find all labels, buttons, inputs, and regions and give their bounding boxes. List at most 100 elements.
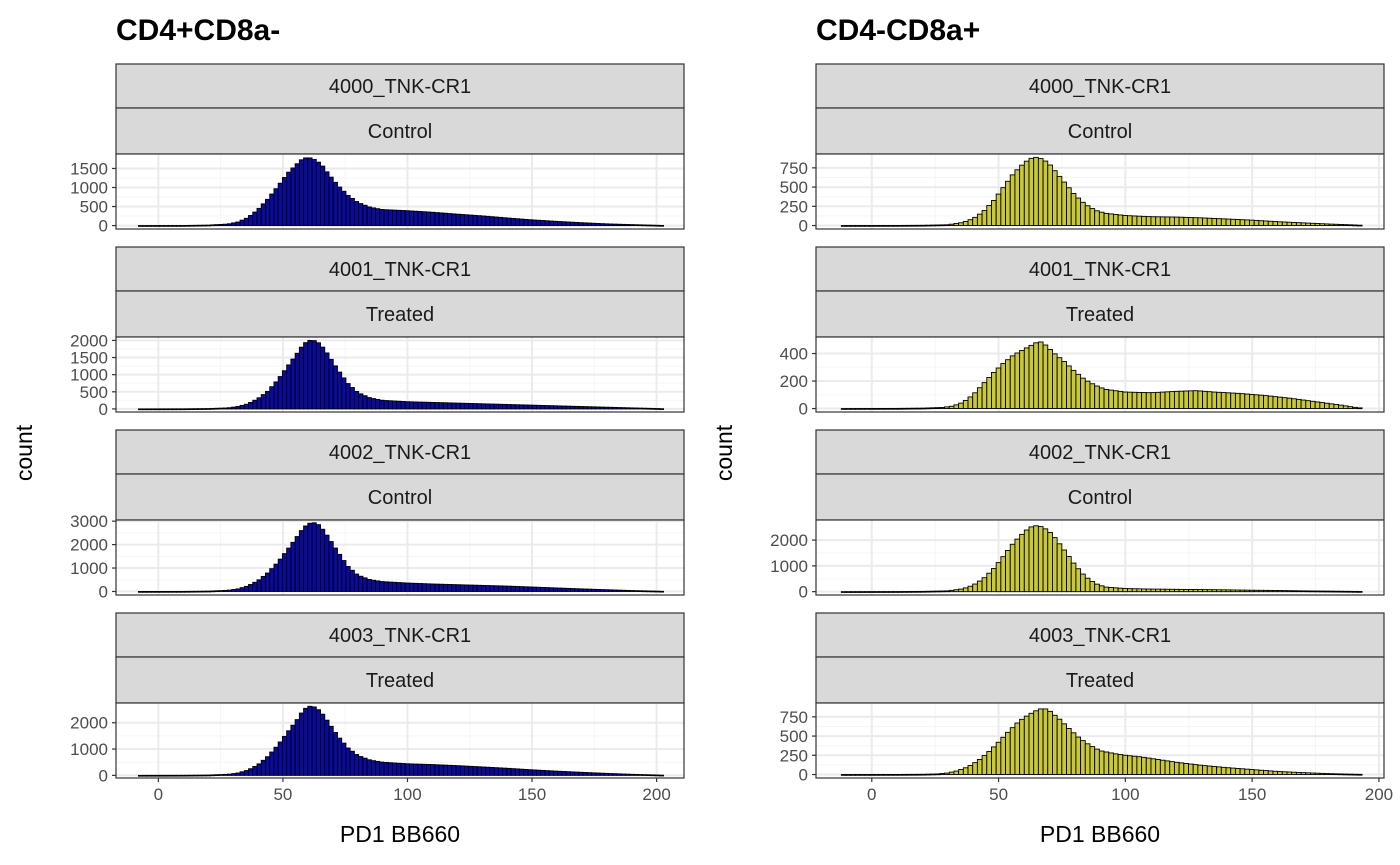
histogram-bar bbox=[370, 579, 377, 592]
histogram-bar bbox=[925, 590, 931, 593]
histogram-bar bbox=[519, 404, 525, 410]
histogram-bar bbox=[273, 563, 279, 592]
histogram-bar bbox=[1328, 403, 1335, 410]
strip-condition bbox=[115, 473, 685, 521]
histogram-bar bbox=[939, 773, 946, 775]
histogram-bar bbox=[608, 773, 614, 776]
histogram-bar bbox=[646, 774, 652, 777]
histogram-bar bbox=[421, 583, 427, 592]
histogram-bar bbox=[565, 405, 571, 410]
histogram-bar bbox=[150, 225, 156, 227]
histogram-bar bbox=[911, 773, 917, 776]
histogram-bar bbox=[1230, 392, 1236, 410]
histogram-bar bbox=[442, 402, 449, 410]
histogram-bar bbox=[489, 585, 495, 592]
histogram-bar bbox=[137, 225, 144, 227]
histogram-bar bbox=[455, 213, 461, 227]
histogram-bar bbox=[197, 224, 203, 227]
histogram-bar bbox=[629, 407, 635, 410]
histogram-bar bbox=[1023, 347, 1030, 410]
histogram-bar bbox=[1211, 391, 1218, 410]
histogram-bar bbox=[1084, 380, 1091, 410]
histogram-bar bbox=[193, 408, 199, 410]
histogram-bar bbox=[1272, 590, 1279, 593]
histogram-bar bbox=[260, 759, 266, 776]
histogram-bar bbox=[1112, 390, 1119, 410]
histogram-bar bbox=[1342, 773, 1349, 776]
histogram-bar bbox=[599, 406, 605, 410]
histogram-bar bbox=[514, 768, 521, 776]
histogram-bar bbox=[1117, 390, 1124, 410]
histogram-bar bbox=[553, 587, 559, 592]
histogram-bar bbox=[1098, 585, 1105, 593]
histogram-bar bbox=[231, 773, 237, 776]
histogram-bar bbox=[184, 774, 190, 777]
x-tick-label: 0 bbox=[867, 785, 876, 804]
histogram-bar bbox=[392, 400, 398, 410]
histogram-bar bbox=[497, 585, 504, 592]
histogram-bar bbox=[574, 771, 580, 776]
panel bbox=[815, 336, 1385, 413]
histogram-bar bbox=[1202, 765, 1208, 775]
strip-sample-label: 4002_TNK-CR1 bbox=[329, 442, 471, 464]
histogram-bar bbox=[1042, 344, 1049, 410]
histogram-bar bbox=[1037, 158, 1044, 226]
histogram-bar bbox=[176, 225, 182, 227]
histogram-bar bbox=[897, 773, 903, 776]
histogram-bar bbox=[442, 764, 449, 776]
histogram-bar bbox=[1075, 736, 1082, 775]
histogram-bar bbox=[854, 774, 861, 776]
histogram-bar bbox=[506, 585, 512, 592]
histogram-bar bbox=[1225, 767, 1232, 775]
histogram-bar bbox=[536, 404, 542, 410]
histogram-bar bbox=[1103, 751, 1110, 775]
histogram-bar bbox=[379, 581, 385, 592]
panel-border bbox=[815, 336, 1385, 413]
histogram-bar bbox=[1300, 772, 1307, 775]
histogram-bar bbox=[481, 766, 487, 776]
histogram-bar bbox=[438, 764, 444, 776]
histogram-bar bbox=[1234, 589, 1241, 593]
x-tick-label: 0 bbox=[154, 785, 163, 804]
histogram-bar bbox=[1244, 219, 1250, 226]
histogram-bar bbox=[506, 767, 512, 776]
y-tick-label: 400 bbox=[780, 345, 808, 364]
histogram-bar bbox=[1122, 754, 1128, 775]
histogram-bar bbox=[1047, 532, 1053, 593]
histogram-bar bbox=[608, 406, 614, 410]
histogram-bar bbox=[506, 217, 512, 227]
histogram-bar bbox=[859, 225, 866, 227]
histogram-bar bbox=[883, 591, 889, 593]
y-tick-label: 1000 bbox=[70, 740, 108, 759]
histogram-bar bbox=[1178, 390, 1185, 410]
histogram-bar bbox=[379, 209, 385, 227]
histogram-bar bbox=[231, 406, 237, 410]
histogram-bar bbox=[1173, 761, 1180, 775]
histogram-bar bbox=[1173, 390, 1180, 410]
histogram-bar bbox=[1122, 391, 1128, 410]
histogram-bar bbox=[167, 225, 173, 227]
histogram-bar bbox=[944, 772, 950, 775]
histogram-bar bbox=[1347, 590, 1354, 593]
histogram-bar bbox=[616, 773, 622, 776]
histogram-bar bbox=[1305, 400, 1311, 410]
histogram-bar bbox=[163, 225, 169, 227]
histogram-bar bbox=[1042, 160, 1049, 226]
histogram-bar bbox=[878, 408, 885, 410]
histogram-bar bbox=[654, 774, 660, 777]
histogram-bar bbox=[1108, 213, 1114, 226]
histogram-bar bbox=[565, 221, 571, 227]
histogram-bar bbox=[231, 589, 237, 592]
histogram-bar bbox=[599, 589, 605, 592]
histogram-bar bbox=[1234, 392, 1241, 410]
histogram-bar bbox=[472, 584, 478, 592]
histogram-bar bbox=[1164, 588, 1171, 593]
histogram-bar bbox=[578, 406, 584, 410]
histogram-bar bbox=[1234, 219, 1241, 226]
histogram-bar bbox=[239, 219, 245, 227]
histogram-bar bbox=[1225, 218, 1232, 226]
histogram-bar bbox=[1333, 404, 1340, 410]
panel bbox=[115, 519, 685, 596]
histogram-bar bbox=[625, 407, 631, 410]
